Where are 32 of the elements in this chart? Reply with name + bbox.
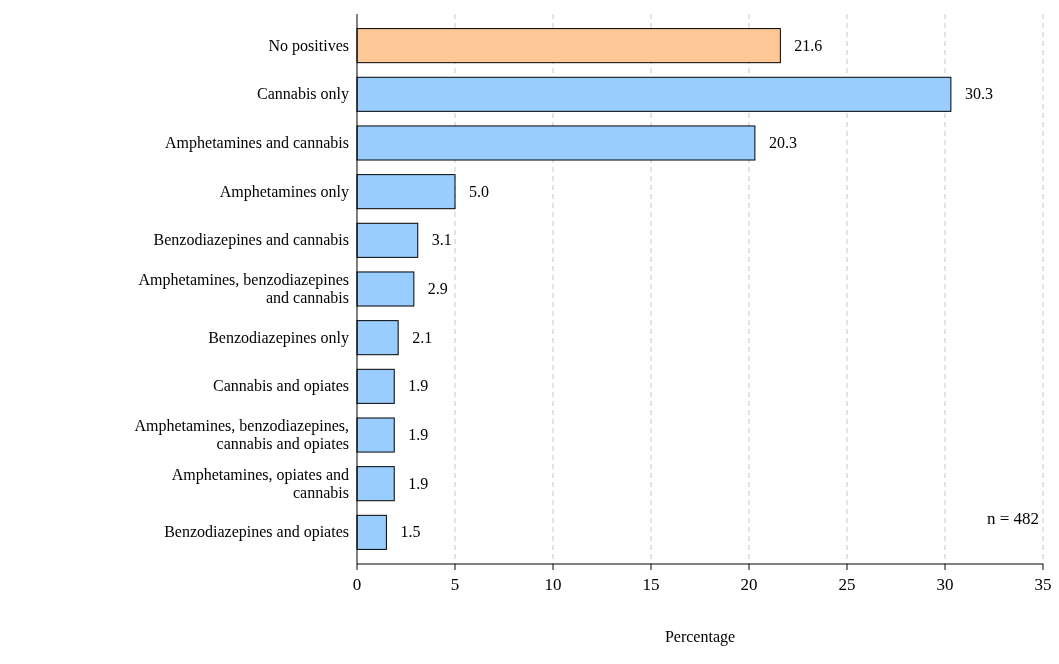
y-tick-label: Amphetamines, benzodiazepines, cannabis and opiates [134,417,349,454]
data-label: 1.9 [408,377,429,395]
x-tick-label: 5 [450,575,460,594]
data-label: 3.1 [431,231,452,249]
x-tick-label: 35 [1034,575,1052,594]
data-label: 2.1 [412,328,433,346]
y-tick-label: Amphetamines, opiates and cannabis [171,465,349,501]
y-tick-label: Cannabis only [257,85,349,104]
x-tick-label: 30 [936,575,954,594]
y-tick-label: Benzodiazepines and opiates [164,523,349,542]
y-tick-label: Amphetamines, benzodiazepines and cannabis [138,271,349,306]
y-tick-label: Cannabis and opiates [213,377,349,396]
data-label: 30.3 [964,85,993,103]
y-tick-label: Benzodiazepines and cannabis [153,231,349,250]
data-label: 1.5 [400,523,421,541]
x-tick-label: 25 [838,575,856,594]
x-axis-title: Percentage [664,628,736,646]
x-tick-label: 20 [740,575,758,594]
data-label: 1.9 [408,426,429,444]
data-label: 2.9 [427,280,448,297]
annotation: n = 482 [986,509,1039,528]
data-label: 21.6 [794,36,823,54]
data-label: 5.0 [469,182,489,200]
y-tick-label: No positives [268,36,349,55]
data-label: 1.9 [408,474,429,492]
y-tick-label: Benzodiazepines only [208,328,349,347]
y-tick-label: Amphetamines only [219,182,349,201]
x-tick-label: 0 [352,575,362,594]
x-tick-label: 15 [642,575,660,594]
data-label: 20.3 [768,133,797,151]
x-tick-label: 10 [544,575,562,594]
y-tick-label: Amphetamines and cannabis [165,133,349,152]
